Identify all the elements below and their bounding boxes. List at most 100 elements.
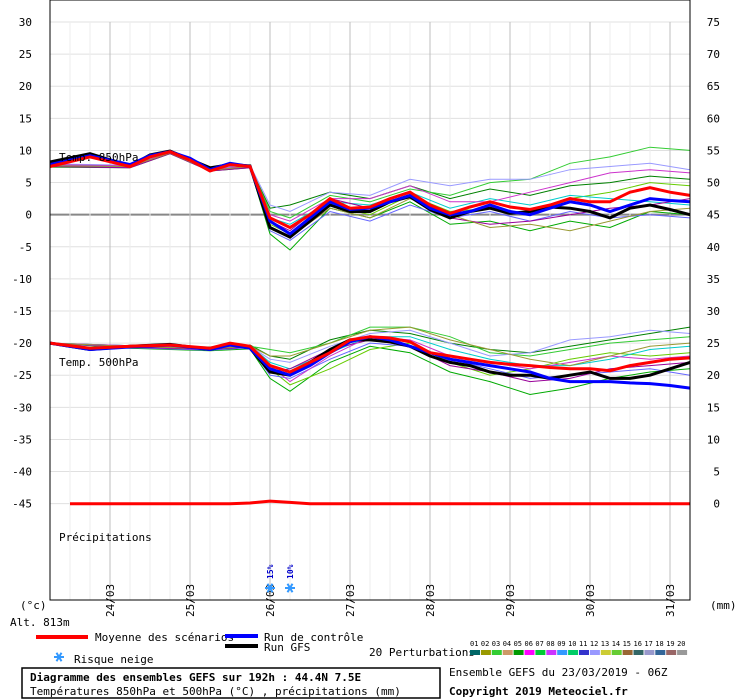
t500-mean-line [49, 335, 691, 374]
altitude-label: Alt. 813m [10, 616, 70, 629]
footer-subtitle: Températures 850hPa et 500hPa (°C) , pré… [30, 685, 401, 698]
y-left-tick-label: -5 [19, 241, 32, 254]
perturbation-number: 02 [481, 640, 489, 648]
perturbation-number: 18 [655, 640, 663, 648]
perturbation-swatch [491, 650, 502, 655]
y-left-tick-label: -25 [12, 369, 32, 382]
perturbation-swatch [579, 650, 589, 655]
perturbation-number: 11 [579, 640, 587, 648]
perturbation-swatch [513, 650, 524, 655]
y-right-unit: (mm) [710, 599, 737, 612]
legend: Moyenne des scénarios Run de contrôle Ru… [36, 631, 688, 666]
x-date-label: 24/03 [104, 584, 117, 617]
y-right-tick-label: 10 [707, 433, 720, 446]
y-left-tick-label: -15 [12, 305, 32, 318]
perturbation-swatch [633, 650, 644, 655]
x-date-label: 25/03 [184, 584, 197, 617]
perturbation-number: 04 [503, 640, 511, 648]
perturbation-number: 12 [590, 640, 598, 648]
y-right-tick-label: 70 [707, 48, 720, 61]
snowflake-icon [285, 583, 295, 593]
y-left-tick-label: -40 [12, 466, 32, 479]
perturbation-number: 17 [644, 640, 652, 648]
snowflake-icon [265, 583, 275, 593]
y-left-tick-label: 15 [19, 112, 32, 125]
perturbation-swatch [535, 650, 546, 655]
perturbation-swatch [666, 650, 677, 655]
t850-mean-line [49, 150, 691, 230]
plot-frame [49, 0, 691, 601]
perturbation-swatch [557, 650, 568, 655]
section-label-precip: Précipitations [59, 531, 152, 544]
perturbation-swatch [568, 650, 579, 655]
x-date-label: 28/03 [424, 584, 437, 617]
perturbation-number: 16 [634, 640, 642, 648]
y-right-tick-label: 0 [713, 498, 720, 511]
perturbation-number: 08 [546, 640, 554, 648]
perturbation-number: 20 [677, 640, 685, 648]
perturbation-swatch [655, 650, 666, 655]
legend-mean-label: Moyenne des scénarios [95, 631, 234, 644]
legend-control-label: Run de contrôle [264, 631, 363, 644]
perturbation-swatch [589, 650, 600, 655]
perturbation-number: 03 [492, 640, 500, 648]
section-label-t500: Temp. 500hPa [59, 356, 138, 369]
y-right-tick-label: 55 [707, 144, 720, 157]
perturbation-number: 05 [514, 640, 522, 648]
perturbation-swatch [502, 650, 513, 655]
x-date-label: 31/03 [664, 584, 677, 617]
legend-gfs-label: Run GFS [264, 641, 310, 654]
y-right-tick-label: 60 [707, 112, 720, 125]
chart-series [49, 146, 691, 506]
y-right-tick-label: 15 [707, 401, 720, 414]
y-left-tick-label: -20 [12, 337, 32, 350]
perturbation-swatch [524, 650, 535, 655]
y-left-tick-label: 0 [25, 209, 32, 222]
t850-control-line [49, 150, 691, 236]
perturbation-swatch [600, 650, 611, 655]
y-left-tick-label: 5 [25, 177, 32, 190]
perturbation-swatch [644, 650, 655, 655]
y-right-tick-label: 20 [707, 369, 720, 382]
x-date-label: 27/03 [344, 584, 357, 617]
y-right-tick-label: 25 [707, 337, 720, 350]
y-left-tick-label: -30 [12, 401, 32, 414]
perturbation-legend: 01 02 03 04 05 06 07 08 09 10 11 12 13 14 15 16 17 18 19 20 [470, 640, 688, 655]
section-label-t850: Temp. 850hPa [59, 151, 138, 164]
x-date-label: 29/03 [504, 584, 517, 617]
perturbation-swatch [470, 650, 480, 655]
perturbation-swatch [546, 650, 557, 655]
y-left-tick-label: -35 [12, 433, 32, 446]
snow-risk-label: 10% [286, 564, 295, 579]
perturbation-number: 10 [568, 640, 576, 648]
snowflake-icon [54, 652, 64, 662]
y-right-tick-label: 50 [707, 177, 720, 190]
y-right-tick-label: 75 [707, 16, 720, 29]
y-left-tick-label: 25 [19, 48, 32, 61]
y-right-tick-label: 40 [707, 241, 720, 254]
footer-run: Ensemble GEFS du 23/03/2019 - 06Z [449, 666, 668, 679]
perturbation-number: 19 [666, 640, 674, 648]
perturbation-swatch [622, 650, 633, 655]
perturbation-number: 13 [601, 640, 609, 648]
footer-copyright: Copyright 2019 Meteociel.fr [449, 685, 628, 698]
perturbation-swatch [611, 650, 622, 655]
snow-risk-label: 15% [266, 564, 275, 579]
snow-markers: 15% 10% [265, 564, 295, 593]
snowflake-stroke [266, 583, 274, 593]
footer-title: Diagramme des ensembles GEFS sur 192h : … [30, 671, 361, 684]
y-right-tick-label: 65 [707, 80, 720, 93]
t500-member-line [49, 342, 691, 396]
legend-perturbations-label: 20 Perturbations [369, 646, 475, 659]
y-left-tick-label: 20 [19, 80, 32, 93]
y-left-tick-label: 30 [19, 16, 32, 29]
y-right-tick-label: 30 [707, 305, 720, 318]
y-left-unit: (°c) [20, 599, 47, 612]
x-date-label: 26/03 [264, 584, 277, 617]
y-left-tick-label: 10 [19, 144, 32, 157]
y-left-tick-label: -10 [12, 273, 32, 286]
perturbation-number: 06 [525, 640, 533, 648]
perturbation-number: 15 [623, 640, 631, 648]
